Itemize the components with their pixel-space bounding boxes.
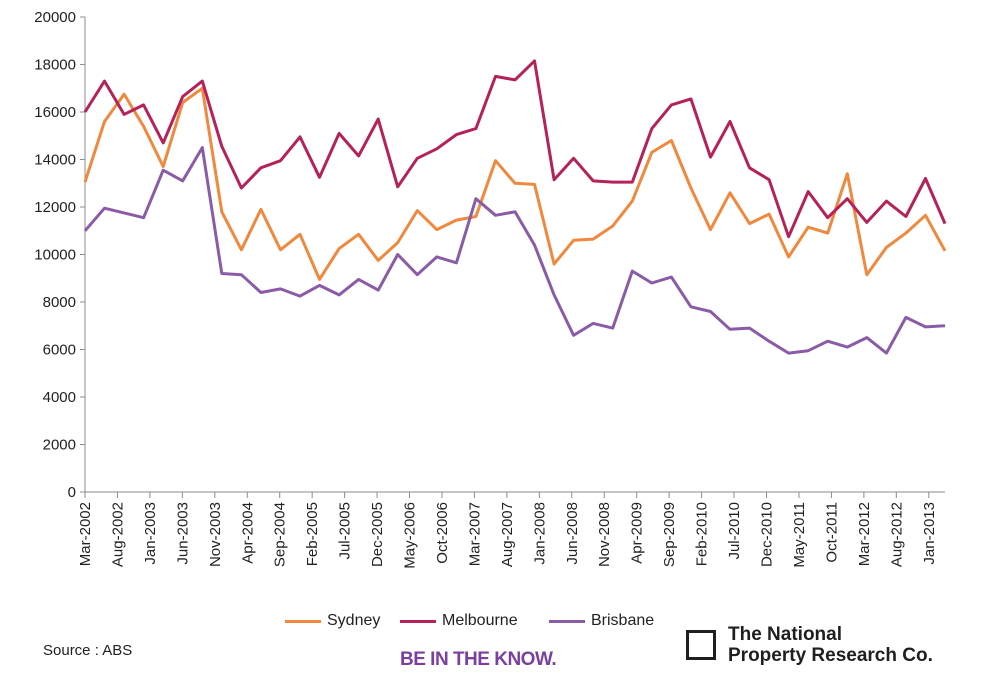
y-tick-label: 6000 bbox=[43, 342, 76, 359]
x-tick-label: Mar-2012 bbox=[856, 502, 873, 566]
series-line-sydney bbox=[83, 86, 947, 281]
series-line-melbourne bbox=[83, 59, 947, 239]
x-tick-label: Jul-2005 bbox=[337, 502, 354, 560]
x-tick-label: Oct-2011 bbox=[823, 502, 840, 563]
series-lines bbox=[83, 59, 947, 355]
y-tick-label: 0 bbox=[68, 484, 76, 501]
x-tick-label: Apr-2009 bbox=[629, 502, 646, 564]
x-tick-label: Sep-2004 bbox=[272, 502, 289, 567]
x-tick-label: Jan-2008 bbox=[531, 502, 548, 565]
x-tick-label: Mar-2002 bbox=[77, 502, 94, 566]
x-tick-label: Jan-2013 bbox=[921, 502, 938, 565]
legend-swatch-brisbane bbox=[549, 619, 585, 623]
legend-label-melbourne: Melbourne bbox=[442, 612, 518, 629]
x-tick-label: Aug-2012 bbox=[888, 502, 905, 567]
company-logo: The National Property Research Co. bbox=[686, 624, 933, 666]
x-tick-label: Nov-2008 bbox=[596, 502, 613, 567]
series-line-brisbane bbox=[83, 146, 946, 355]
x-tick-label: Nov-2003 bbox=[207, 502, 224, 567]
x-tick-label: Jun-2003 bbox=[174, 502, 191, 565]
y-axis-ticks: 0 2000 4000 6000 8000 10000 12000 14000 16000 180… bbox=[34, 9, 85, 501]
x-tick-label: May-2011 bbox=[791, 502, 808, 568]
x-axis-ticks: Mar-2002 Aug-2002 Jan-2003 Jun-2003 Nov-2003… bbox=[77, 492, 938, 569]
logo-line-1: The National bbox=[728, 624, 843, 645]
x-tick-label: Mar-2007 bbox=[466, 502, 483, 566]
line-chart: 0 2000 4000 6000 8000 10000 12000 14000 16000 180… bbox=[34, 9, 947, 569]
x-tick-label: Jan-2003 bbox=[142, 502, 159, 565]
y-tick-label: 16000 bbox=[34, 104, 76, 121]
y-tick-label: 14000 bbox=[34, 152, 76, 169]
legend-item-sydney: Sydney bbox=[285, 612, 380, 630]
x-tick-label: May-2006 bbox=[402, 502, 419, 569]
y-tick-label: 18000 bbox=[34, 57, 76, 74]
x-tick-label: Jul-2010 bbox=[726, 502, 743, 560]
x-tick-label: Aug-2002 bbox=[109, 502, 126, 567]
y-tick-label: 20000 bbox=[34, 9, 76, 26]
x-tick-label: Jun-2008 bbox=[564, 502, 581, 565]
legend-swatch-melbourne bbox=[400, 619, 436, 623]
x-tick-label: Dec-2005 bbox=[369, 502, 386, 567]
y-tick-label: 2000 bbox=[43, 437, 76, 454]
legend-item-brisbane: Brisbane bbox=[549, 612, 654, 630]
y-tick-label: 4000 bbox=[43, 389, 76, 406]
legend-label-sydney: Sydney bbox=[327, 612, 381, 629]
x-tick-label: Sep-2009 bbox=[661, 502, 678, 567]
y-tick-label: 12000 bbox=[34, 199, 76, 216]
legend-swatch-sydney bbox=[285, 619, 321, 623]
y-tick-label: 10000 bbox=[34, 247, 76, 264]
x-tick-label: Feb-2005 bbox=[304, 502, 321, 566]
x-tick-label: Oct-2006 bbox=[434, 502, 451, 564]
logo-line-2: Property Research Co. bbox=[728, 645, 933, 666]
y-tick-label: 8000 bbox=[43, 294, 76, 311]
logo-text: The National Property Research Co. bbox=[728, 624, 933, 666]
x-tick-label: Apr-2004 bbox=[239, 502, 256, 564]
legend-item-melbourne: Melbourne bbox=[400, 612, 518, 630]
legend-label-brisbane: Brisbane bbox=[591, 612, 655, 629]
chart-legend: Sydney Melbourne Brisbane bbox=[0, 612, 988, 634]
tagline: BE IN THE KNOW. bbox=[400, 649, 557, 670]
x-tick-label: Dec-2010 bbox=[759, 502, 776, 567]
x-tick-label: Feb-2010 bbox=[694, 502, 711, 566]
logo-square-icon bbox=[686, 630, 716, 660]
x-tick-label: Aug-2007 bbox=[499, 502, 516, 567]
source-note: Source : ABS bbox=[43, 642, 133, 659]
